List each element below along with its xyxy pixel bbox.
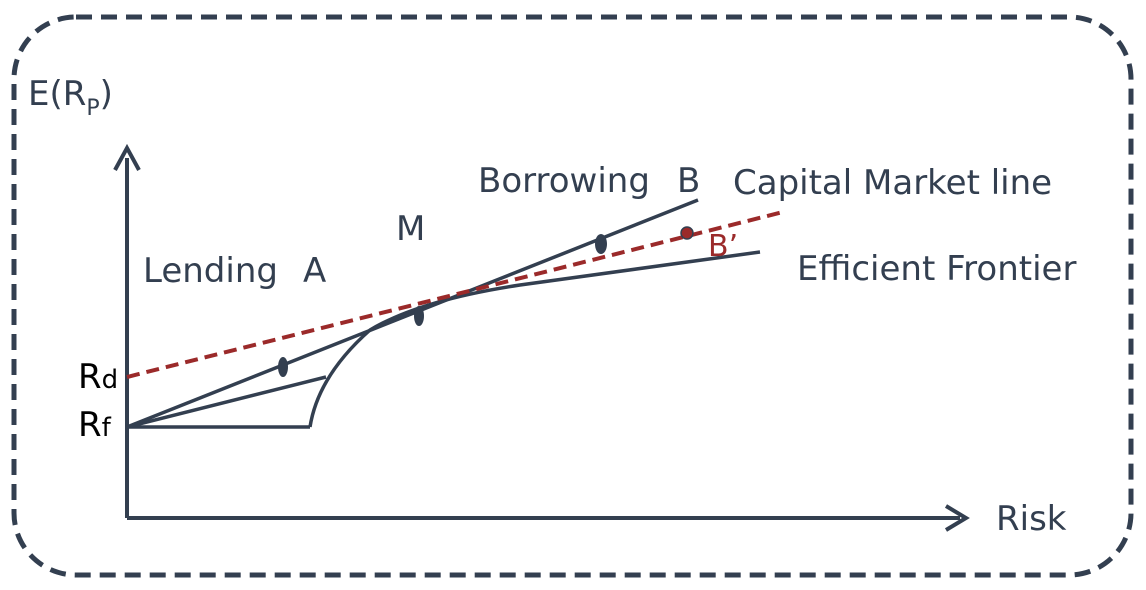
x-axis-arrowhead: [944, 504, 970, 532]
point-m-label: M: [396, 209, 425, 249]
capital-market-line: [126, 210, 784, 379]
dashed-frame: [11, 14, 1134, 578]
point-b-marker: [595, 234, 607, 254]
lending-label: Lending: [143, 251, 278, 291]
y-axis-arrowhead: [113, 143, 141, 171]
y-axis-label-subscript: P: [86, 96, 99, 121]
rf-to-frontier-line: [126, 375, 327, 429]
point-a-label: A: [303, 251, 326, 291]
point-b-prime-marker: [680, 226, 694, 240]
rd-label: Rd: [78, 357, 118, 397]
point-a-marker: [278, 357, 288, 377]
efficient-frontier-label: Efficient Frontier: [797, 249, 1076, 289]
rf-label: Rf: [78, 405, 112, 445]
borrowing-label: Borrowing: [478, 161, 650, 201]
rd-label-subscript: d: [102, 365, 119, 395]
point-b-label: B: [677, 161, 700, 201]
efficient-frontier-curve: [308, 250, 761, 428]
point-b-prime-label: B’: [708, 229, 738, 264]
rf-label-subscript: f: [102, 413, 112, 443]
x-axis-label: Risk: [996, 499, 1067, 539]
y-axis-label: E(RP): [28, 74, 113, 121]
point-m-marker: [414, 306, 424, 326]
capital-market-line-label: Capital Market line: [733, 163, 1052, 203]
